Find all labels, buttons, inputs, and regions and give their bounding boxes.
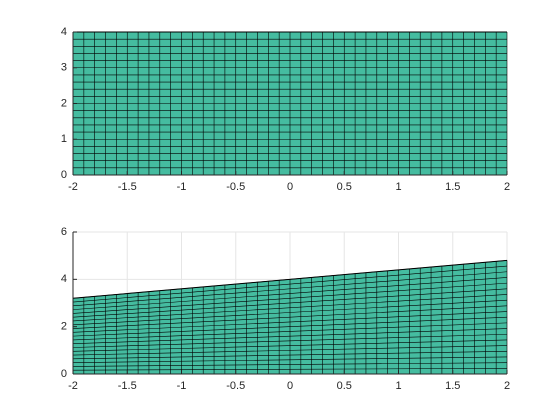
x-tick-label: -1 (177, 181, 187, 193)
y-tick-label: 6 (61, 226, 67, 238)
mesh-line (72, 345, 508, 356)
x-tick-label: 0 (287, 181, 293, 193)
mesh-line (72, 350, 508, 360)
mesh (72, 31, 508, 176)
mesh-line (72, 356, 508, 363)
x-tick-label: 2 (504, 181, 510, 193)
mesh-line (72, 265, 508, 303)
x-tick-label: 1.5 (445, 380, 460, 392)
mesh-line (72, 333, 508, 348)
x-tick-label: 0 (287, 380, 293, 392)
x-tick-label: -1 (177, 380, 187, 392)
x-tick-label: 0.5 (337, 181, 352, 193)
y-tick-label: 4 (61, 26, 67, 38)
mesh-line (72, 294, 508, 322)
y-tick-label: 0 (61, 368, 67, 380)
mesh-line (72, 299, 508, 326)
mesh-line (72, 311, 508, 333)
x-tick-label: 1 (395, 181, 401, 193)
x-tick-label: -0.5 (226, 380, 245, 392)
x-tick-label: 1.5 (445, 181, 460, 193)
x-tick-label: 2 (504, 380, 510, 392)
x-tick-label: -0.5 (226, 181, 245, 193)
mesh-line (72, 362, 508, 367)
y-tick-label: 4 (61, 273, 67, 285)
mesh-line (72, 322, 508, 341)
mesh-line (72, 316, 508, 337)
y-tick-label: 3 (61, 62, 67, 74)
mesh-line (72, 339, 508, 352)
mesh-line (72, 368, 508, 371)
y-tick-label: 0 (61, 169, 67, 181)
mesh-line (72, 282, 508, 314)
mesh-line (72, 305, 508, 329)
y-tick-label: 1 (61, 133, 67, 145)
x-tick-label: -1.5 (118, 380, 137, 392)
x-tick-label: -2 (68, 380, 78, 392)
y-tick-label: 2 (61, 321, 67, 333)
mesh-top-edge (72, 259, 508, 299)
y-tick-label: 2 (61, 97, 67, 109)
x-tick-label: 1 (395, 380, 401, 392)
mesh-line (72, 271, 508, 307)
mesh-line (72, 328, 508, 345)
x-tick-label: -1.5 (118, 181, 137, 193)
mesh-line (72, 288, 508, 318)
x-tick-label: 0.5 (337, 380, 352, 392)
mesh (72, 259, 508, 375)
x-tick-label: -2 (68, 181, 78, 193)
mesh-line (72, 277, 508, 310)
